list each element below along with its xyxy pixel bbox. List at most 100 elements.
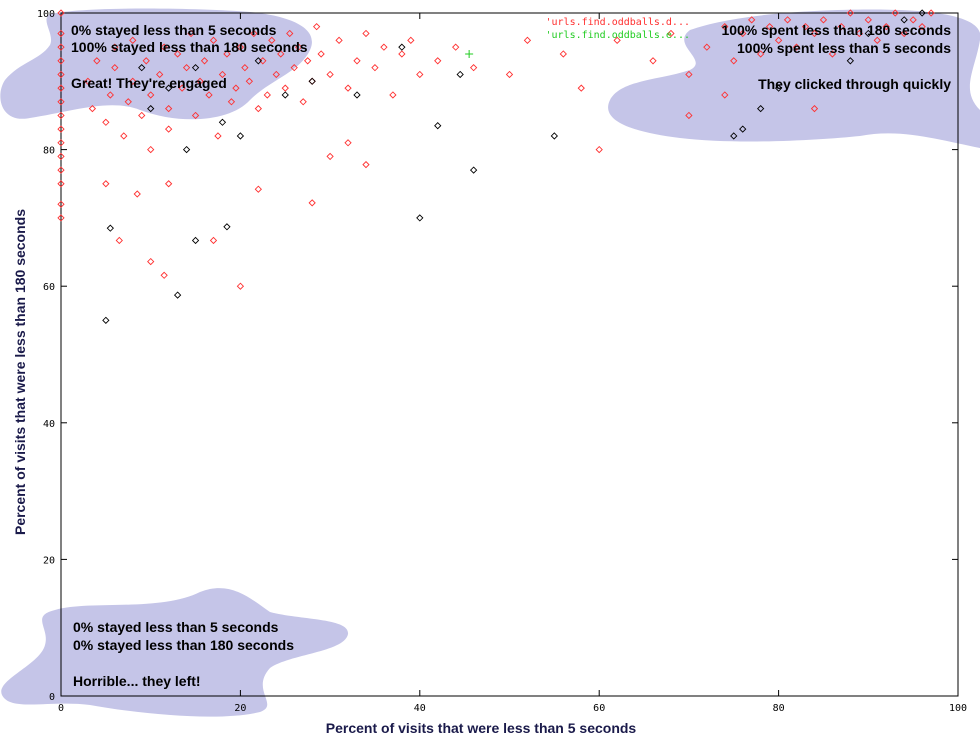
legend: 'urls.find.oddballs.d... 'urls.find.oddb… bbox=[546, 17, 691, 41]
data-point bbox=[721, 91, 729, 99]
data-point bbox=[232, 84, 240, 92]
y-tick-label: 80 bbox=[43, 146, 55, 157]
annotation-line: 100% spent less than 5 seconds bbox=[737, 40, 951, 56]
data-point bbox=[165, 104, 173, 113]
y-tick-label: 20 bbox=[43, 555, 55, 566]
annotation-line: Great! They're engaged bbox=[71, 75, 227, 91]
data-point bbox=[344, 84, 352, 92]
annotation-line: They clicked through quickly bbox=[758, 76, 951, 92]
data-point bbox=[254, 185, 262, 193]
data-point bbox=[667, 29, 675, 38]
x-tick-label: 0 bbox=[58, 703, 64, 714]
data-point bbox=[407, 36, 415, 44]
data-point bbox=[452, 43, 460, 51]
data-point bbox=[187, 29, 195, 38]
data-point bbox=[57, 111, 65, 120]
annotation-line: 0% stayed less than 180 seconds bbox=[73, 637, 294, 653]
data-point bbox=[102, 118, 110, 126]
data-point bbox=[106, 91, 114, 99]
data-point bbox=[245, 77, 254, 85]
data-point bbox=[218, 70, 227, 79]
data-point bbox=[685, 111, 693, 120]
data-point bbox=[765, 23, 774, 31]
data-point bbox=[290, 64, 298, 72]
x-tick-label: 20 bbox=[234, 703, 246, 714]
data-point bbox=[416, 214, 424, 222]
data-point bbox=[120, 132, 128, 140]
data-point bbox=[810, 29, 819, 38]
data-point bbox=[783, 16, 792, 24]
data-point bbox=[434, 57, 442, 65]
data-point bbox=[317, 50, 325, 58]
highlight-blob-top-left bbox=[0, 8, 312, 120]
data-point bbox=[748, 16, 756, 24]
data-point bbox=[241, 64, 249, 72]
data-point bbox=[165, 180, 173, 188]
data-point bbox=[828, 50, 837, 58]
data-point bbox=[819, 16, 828, 24]
data-point bbox=[147, 257, 155, 266]
data-point bbox=[250, 29, 258, 38]
annotation-top-right: 100% spent less than 180 seconds 100% sp… bbox=[721, 22, 951, 92]
data-point bbox=[344, 139, 352, 147]
data-point bbox=[304, 57, 312, 65]
data-point bbox=[595, 145, 603, 154]
data-point bbox=[277, 50, 285, 58]
data-point bbox=[236, 282, 245, 290]
data-point bbox=[774, 36, 783, 44]
annotation-bottom-left: 0% stayed less than 5 seconds 0% stayed … bbox=[73, 619, 294, 689]
data-point bbox=[111, 43, 119, 51]
data-point bbox=[93, 57, 101, 65]
data-point bbox=[236, 132, 245, 140]
data-point bbox=[263, 91, 271, 99]
data-point bbox=[326, 152, 334, 161]
data-point bbox=[106, 224, 114, 232]
data-point bbox=[218, 118, 227, 126]
data-point bbox=[57, 180, 65, 188]
data-point bbox=[810, 104, 819, 113]
data-point bbox=[846, 57, 854, 65]
data-point bbox=[757, 104, 765, 113]
data-point bbox=[434, 122, 442, 130]
data-point bbox=[191, 236, 200, 245]
annotation-top-left: 0% stayed less than 5 seconds 100% staye… bbox=[71, 22, 308, 91]
data-point bbox=[308, 77, 316, 85]
data-point bbox=[837, 23, 846, 31]
annotation-line: 100% stayed less than 180 seconds bbox=[71, 39, 308, 55]
data-point bbox=[191, 111, 200, 120]
data-point bbox=[57, 125, 65, 133]
y-axis-label: Percent of visits that were less than 18… bbox=[12, 209, 28, 535]
data-point bbox=[774, 84, 783, 92]
data-point bbox=[308, 77, 316, 85]
data-point bbox=[191, 64, 200, 72]
highlight-blob-top-right bbox=[608, 9, 980, 148]
x-tick-label: 100 bbox=[949, 703, 967, 714]
data-point bbox=[133, 190, 141, 198]
data-point bbox=[111, 64, 119, 72]
data-point bbox=[115, 236, 123, 245]
data-point bbox=[223, 223, 231, 231]
data-point bbox=[57, 9, 65, 17]
data-point bbox=[147, 145, 155, 154]
annotation-line: 0% stayed less than 5 seconds bbox=[71, 22, 277, 38]
data-point bbox=[214, 132, 222, 140]
data-point bbox=[389, 91, 397, 99]
data-point bbox=[299, 98, 307, 106]
data-point bbox=[801, 23, 810, 31]
x-tick-label: 60 bbox=[593, 703, 605, 714]
data-point bbox=[223, 50, 231, 58]
data-point bbox=[295, 43, 303, 51]
data-point bbox=[88, 104, 97, 113]
data-point bbox=[165, 84, 173, 92]
data-point bbox=[57, 70, 65, 79]
data-point bbox=[57, 166, 65, 174]
data-point bbox=[882, 23, 890, 31]
annotation-line: 100% spent less than 180 seconds bbox=[721, 22, 951, 38]
data-point bbox=[281, 84, 289, 92]
highlight-blob-bottom-left bbox=[1, 588, 349, 717]
data-point bbox=[846, 9, 854, 17]
data-point bbox=[57, 84, 65, 92]
data-point bbox=[57, 29, 65, 38]
y-tick-label: 40 bbox=[43, 419, 55, 430]
